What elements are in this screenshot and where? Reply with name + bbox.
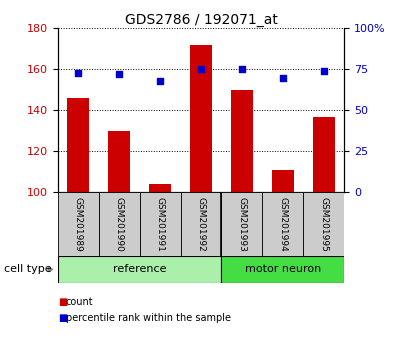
Text: percentile rank within the sample: percentile rank within the sample — [66, 313, 231, 323]
Point — [280, 75, 286, 80]
Bar — [312, 116, 335, 193]
Text: cell type: cell type — [4, 264, 52, 274]
Bar — [262, 193, 303, 256]
Bar — [108, 131, 131, 193]
Bar — [181, 193, 221, 256]
Text: GSM201993: GSM201993 — [238, 197, 246, 252]
Bar — [99, 193, 140, 256]
Text: count: count — [66, 297, 93, 307]
Text: GSM201995: GSM201995 — [319, 197, 328, 252]
Bar — [271, 170, 294, 193]
Point — [116, 72, 122, 77]
Bar — [58, 193, 99, 256]
Text: reference: reference — [113, 264, 166, 274]
Bar — [231, 90, 253, 193]
Point — [321, 68, 327, 74]
Point — [239, 67, 245, 72]
Text: GSM201994: GSM201994 — [278, 197, 287, 252]
Text: motor neuron: motor neuron — [245, 264, 321, 274]
Bar — [221, 193, 262, 256]
Bar — [67, 98, 90, 193]
Bar — [303, 193, 344, 256]
Point — [198, 67, 204, 72]
Bar — [190, 45, 212, 193]
Bar — [140, 193, 181, 256]
Text: GSM201992: GSM201992 — [197, 197, 205, 252]
Point — [157, 78, 163, 84]
Text: ■: ■ — [58, 297, 67, 307]
Title: GDS2786 / 192071_at: GDS2786 / 192071_at — [125, 13, 277, 27]
Point — [75, 70, 81, 75]
Bar — [149, 184, 171, 193]
Text: ■: ■ — [58, 313, 67, 323]
Bar — [58, 256, 221, 283]
Bar — [221, 256, 344, 283]
Text: GSM201989: GSM201989 — [74, 197, 83, 252]
Text: GSM201990: GSM201990 — [115, 197, 124, 252]
Text: GSM201991: GSM201991 — [156, 197, 164, 252]
